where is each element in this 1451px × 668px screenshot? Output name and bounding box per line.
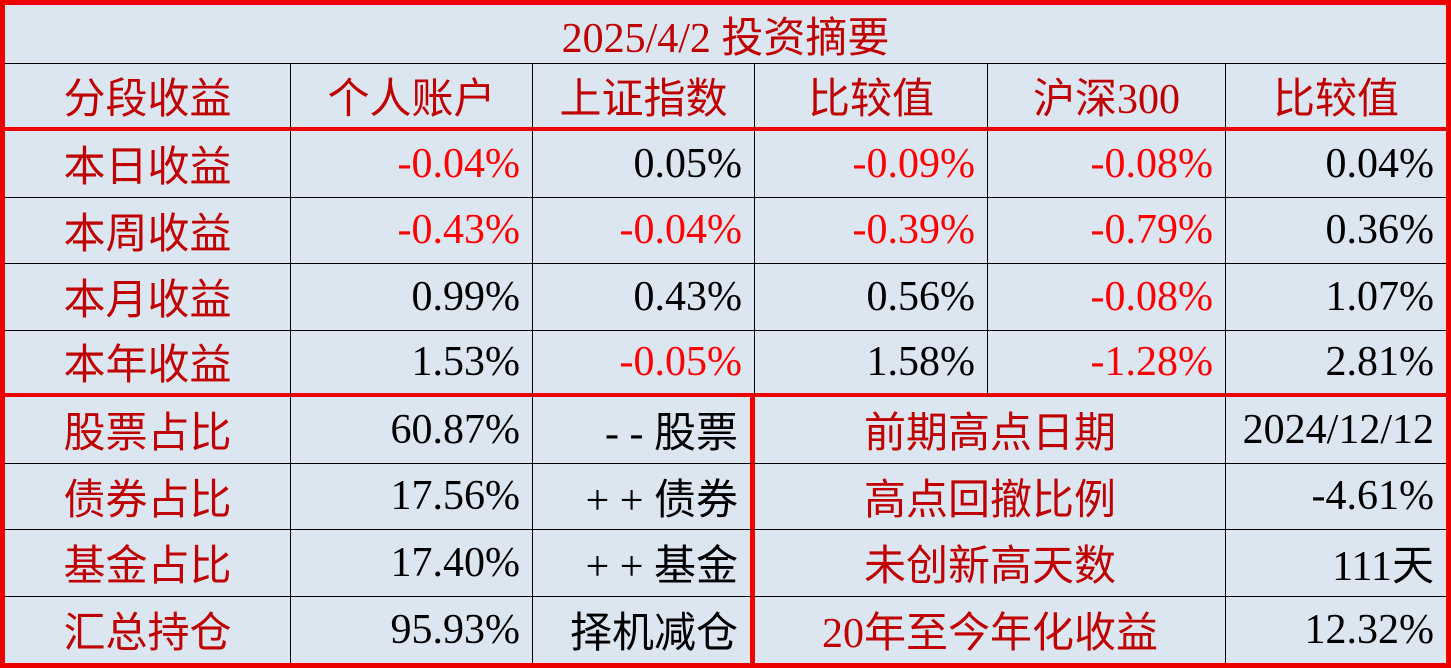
month-comparison2-value: 1.07% <box>1226 264 1446 331</box>
row-label-year-return: 本年收益 <box>5 330 291 397</box>
week-csi300-value: -0.79% <box>988 197 1226 264</box>
fund-allocation-value: 17.40% <box>291 530 533 597</box>
summary-label-annualized-return: 20年至今年化收益 <box>755 596 1226 663</box>
previous-high-date-value: 2024/12/12 <box>1226 397 1446 464</box>
drawdown-ratio-value: -4.61% <box>1226 464 1446 530</box>
week-comparison2-value: 0.36% <box>1226 198 1446 264</box>
today-sse-value: 0.05% <box>533 131 755 198</box>
header-personal-account: 个人账户 <box>291 64 533 131</box>
month-sse-value: 0.43% <box>533 264 755 331</box>
table-title: 2025/4/2 投资摘要 <box>5 5 1446 64</box>
row-label-fund-allocation: 基金占比 <box>5 530 291 597</box>
week-personal-value: -0.43% <box>291 197 533 264</box>
month-comparison1-value: 0.56% <box>755 264 988 331</box>
today-csi300-value: -0.08% <box>988 131 1226 198</box>
header-sse-index: 上证指数 <box>533 64 755 131</box>
year-personal-value: 1.53% <box>291 330 533 397</box>
row-label-total-position: 汇总持仓 <box>5 596 291 663</box>
summary-label-drawdown-ratio: 高点回撤比例 <box>755 463 1226 530</box>
year-comparison1-value: 1.58% <box>755 330 988 397</box>
header-segment-returns: 分段收益 <box>5 64 291 131</box>
summary-label-days-without-new-high: 未创新高天数 <box>755 530 1226 597</box>
today-comparison1-value: -0.09% <box>755 131 988 198</box>
month-csi300-value: -0.08% <box>988 264 1226 331</box>
bond-allocation-value: 17.56% <box>291 463 533 530</box>
stock-allocation-value: 60.87% <box>291 397 533 464</box>
row-label-today-return: 本日收益 <box>5 131 291 198</box>
days-without-new-high-value: 111天 <box>1226 530 1446 597</box>
fund-signal: + + 基金 <box>533 530 755 597</box>
row-label-stock-allocation: 股票占比 <box>5 397 291 464</box>
week-comparison1-value: -0.39% <box>755 197 988 264</box>
header-csi300: 沪深300 <box>988 64 1226 131</box>
row-label-month-return: 本月收益 <box>5 264 291 331</box>
total-position-value: 95.93% <box>291 596 533 663</box>
bond-signal: + + 债券 <box>533 463 755 530</box>
today-comparison2-value: 0.04% <box>1226 131 1446 198</box>
row-label-bond-allocation: 债券占比 <box>5 463 291 530</box>
year-sse-value: -0.05% <box>533 330 755 397</box>
year-comparison2-value: 2.81% <box>1226 331 1446 397</box>
year-csi300-value: -1.28% <box>988 330 1226 397</box>
week-sse-value: -0.04% <box>533 197 755 264</box>
summary-label-previous-high-date: 前期高点日期 <box>755 397 1226 464</box>
annualized-return-value: 12.32% <box>1304 606 1435 653</box>
header-comparison-2: 比较值 <box>1226 64 1446 131</box>
position-action-signal: 择机减仓 <box>533 596 755 663</box>
header-comparison-1: 比较值 <box>755 64 988 131</box>
month-personal-value: 0.99% <box>291 264 533 331</box>
today-personal-value: -0.04% <box>291 131 533 198</box>
row-label-week-return: 本周收益 <box>5 197 291 264</box>
stock-signal: - - 股票 <box>533 397 755 464</box>
